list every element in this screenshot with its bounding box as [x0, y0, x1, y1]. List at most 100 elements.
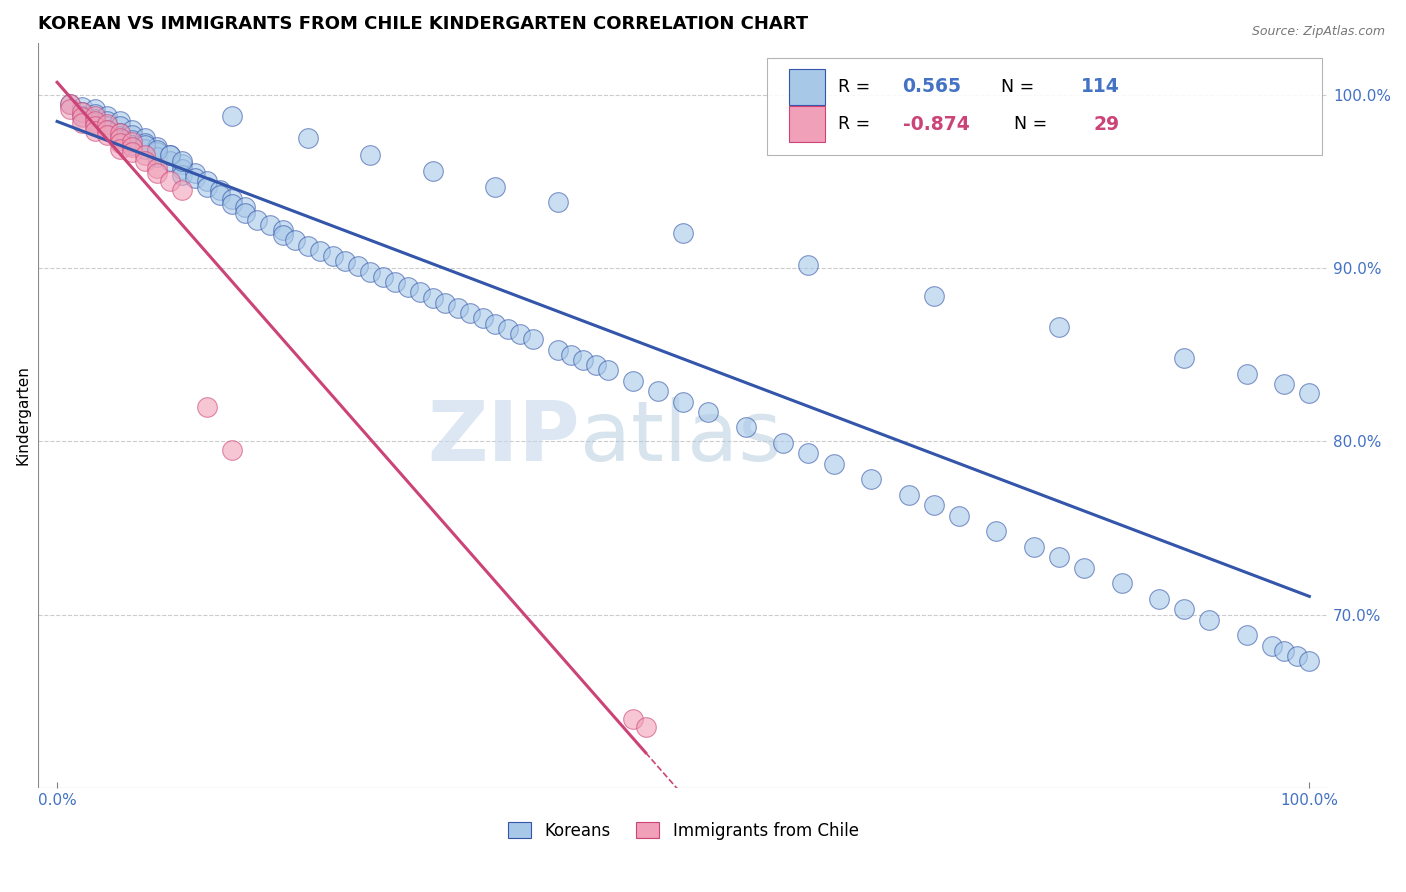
- Point: [108, 126, 131, 140]
- Point: [134, 131, 156, 145]
- Point: [184, 166, 207, 180]
- Point: [146, 143, 169, 157]
- Point: [96, 113, 118, 128]
- Point: [83, 112, 105, 127]
- Point: [108, 133, 131, 147]
- Point: [797, 446, 820, 460]
- Point: [121, 138, 143, 153]
- Point: [83, 107, 105, 121]
- Point: [484, 317, 506, 331]
- Point: [70, 111, 93, 125]
- Point: [734, 420, 756, 434]
- Point: [496, 322, 519, 336]
- Point: [121, 135, 143, 149]
- Point: [108, 136, 131, 151]
- Point: [471, 311, 494, 326]
- FancyBboxPatch shape: [789, 69, 825, 104]
- Point: [522, 332, 544, 346]
- Point: [409, 285, 432, 300]
- Point: [1298, 385, 1320, 400]
- Point: [585, 358, 607, 372]
- Point: [146, 150, 169, 164]
- Point: [672, 227, 695, 241]
- Point: [172, 168, 194, 182]
- Point: [146, 140, 169, 154]
- Point: [172, 153, 194, 168]
- Point: [59, 96, 82, 111]
- Point: [96, 122, 118, 136]
- Point: [297, 131, 319, 145]
- Point: [922, 499, 945, 513]
- Point: [83, 115, 105, 129]
- Text: N =: N =: [990, 78, 1040, 95]
- Point: [221, 192, 243, 206]
- Point: [146, 161, 169, 175]
- Point: [621, 374, 644, 388]
- Point: [108, 129, 131, 144]
- Point: [70, 105, 93, 120]
- Point: [159, 148, 181, 162]
- Point: [371, 269, 394, 284]
- Point: [172, 157, 194, 171]
- Point: [121, 122, 143, 136]
- Point: [70, 100, 93, 114]
- Point: [396, 280, 419, 294]
- Point: [460, 306, 482, 320]
- Y-axis label: Kindergarten: Kindergarten: [15, 366, 30, 466]
- Point: [134, 138, 156, 153]
- Point: [333, 254, 356, 268]
- FancyBboxPatch shape: [768, 58, 1322, 154]
- Legend: Koreans, Immigrants from Chile: Koreans, Immigrants from Chile: [502, 815, 865, 847]
- Text: -0.874: -0.874: [903, 114, 969, 134]
- Point: [1173, 351, 1195, 366]
- Text: atlas: atlas: [581, 397, 782, 478]
- Point: [860, 473, 883, 487]
- Point: [1047, 320, 1070, 334]
- Point: [434, 295, 457, 310]
- Point: [547, 343, 569, 357]
- Point: [697, 405, 720, 419]
- Point: [271, 223, 294, 237]
- Point: [70, 105, 93, 120]
- Point: [108, 131, 131, 145]
- Point: [108, 126, 131, 140]
- Point: [271, 228, 294, 243]
- Point: [1147, 592, 1170, 607]
- Text: R =: R =: [838, 78, 876, 95]
- Point: [246, 212, 269, 227]
- Point: [59, 96, 82, 111]
- Point: [134, 153, 156, 168]
- Point: [621, 712, 644, 726]
- Text: Source: ZipAtlas.com: Source: ZipAtlas.com: [1251, 25, 1385, 38]
- Point: [897, 488, 920, 502]
- Point: [797, 258, 820, 272]
- Point: [572, 353, 595, 368]
- Point: [197, 400, 219, 414]
- Point: [1236, 367, 1258, 381]
- Point: [121, 140, 143, 154]
- Point: [121, 145, 143, 159]
- Point: [83, 124, 105, 138]
- Point: [146, 145, 169, 159]
- Point: [1073, 561, 1095, 575]
- Point: [59, 102, 82, 116]
- Point: [172, 183, 194, 197]
- Point: [1047, 550, 1070, 565]
- Point: [509, 326, 531, 341]
- Point: [96, 109, 118, 123]
- Point: [108, 119, 131, 133]
- Point: [134, 136, 156, 151]
- Point: [159, 153, 181, 168]
- Point: [159, 174, 181, 188]
- Point: [108, 113, 131, 128]
- Point: [221, 109, 243, 123]
- Point: [1198, 613, 1220, 627]
- Point: [647, 384, 669, 398]
- Text: KOREAN VS IMMIGRANTS FROM CHILE KINDERGARTEN CORRELATION CHART: KOREAN VS IMMIGRANTS FROM CHILE KINDERGA…: [38, 15, 808, 33]
- Point: [233, 205, 256, 219]
- Point: [772, 436, 794, 450]
- Point: [359, 148, 381, 162]
- FancyBboxPatch shape: [789, 106, 825, 142]
- Point: [172, 162, 194, 177]
- Point: [560, 348, 582, 362]
